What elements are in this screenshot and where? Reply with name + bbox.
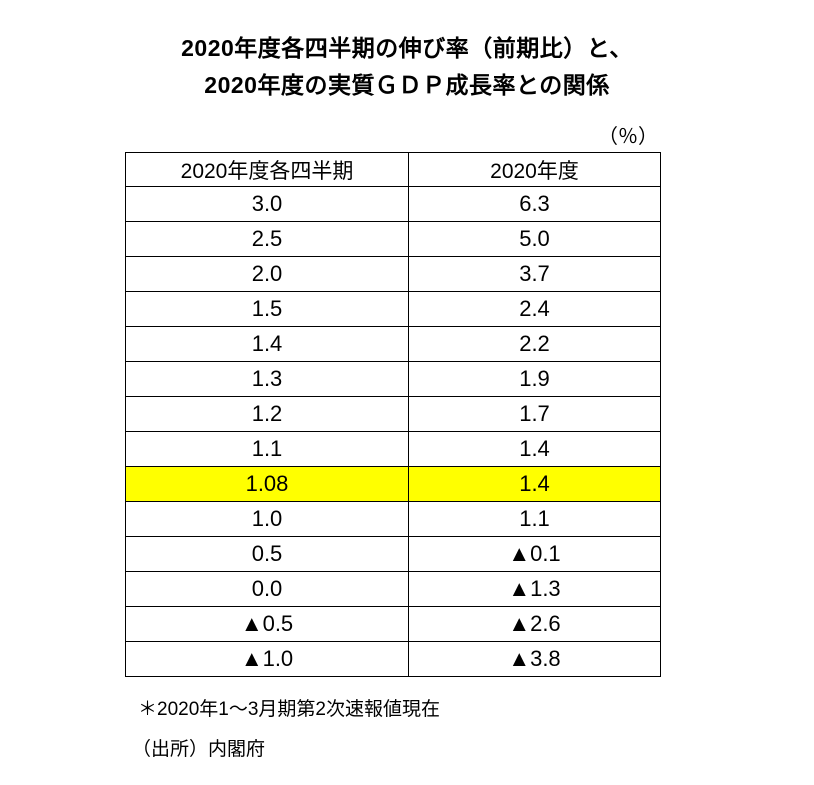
cell-annual: 6.3 bbox=[408, 186, 661, 222]
cell-annual: ▲1.3 bbox=[408, 571, 661, 607]
table-row: 2.5 5.0 bbox=[125, 221, 661, 257]
table-row-highlighted: 1.08 1.4 bbox=[125, 466, 661, 502]
cell-annual: ▲2.6 bbox=[408, 606, 661, 642]
page: 2020年度各四半期の伸び率（前期比）と、 2020年度の実質ＧＤＰ成長率との関… bbox=[0, 30, 814, 785]
header-row: 2020年度各四半期 2020年度 bbox=[125, 152, 661, 187]
table-header: 2020年度各四半期 2020年度 bbox=[125, 152, 661, 187]
table-row: 1.5 2.4 bbox=[125, 291, 661, 327]
cell-annual: 1.4 bbox=[408, 466, 661, 502]
cell-quarterly: 1.2 bbox=[125, 396, 409, 432]
cell-annual: ▲0.1 bbox=[408, 536, 661, 572]
cell-annual: 2.4 bbox=[408, 291, 661, 327]
cell-quarterly: 0.5 bbox=[125, 536, 409, 572]
cell-quarterly: 0.0 bbox=[125, 571, 409, 607]
cell-annual: 1.9 bbox=[408, 361, 661, 397]
cell-quarterly: 1.08 bbox=[125, 466, 409, 502]
table-row: ▲1.0 ▲3.8 bbox=[125, 641, 661, 677]
table-row: 0.5 ▲0.1 bbox=[125, 536, 661, 572]
cell-annual: 5.0 bbox=[408, 221, 661, 257]
table-row: 2.0 3.7 bbox=[125, 256, 661, 292]
cell-annual: 1.4 bbox=[408, 431, 661, 467]
cell-annual: ▲3.8 bbox=[408, 641, 661, 677]
cell-quarterly: 1.1 bbox=[125, 431, 409, 467]
column-header-quarterly: 2020年度各四半期 bbox=[125, 152, 409, 187]
cell-annual: 1.7 bbox=[408, 396, 661, 432]
footnote-source: （出所）内閣府 bbox=[132, 739, 266, 760]
cell-quarterly: 1.4 bbox=[125, 326, 409, 362]
cell-annual: 1.1 bbox=[408, 501, 661, 537]
table-row: 1.0 1.1 bbox=[125, 501, 661, 537]
table-row: 1.4 2.2 bbox=[125, 326, 661, 362]
table-row: 3.0 6.3 bbox=[125, 186, 661, 222]
cell-quarterly: 3.0 bbox=[125, 186, 409, 222]
title-line-2: 2020年度の実質ＧＤＰ成長率との関係 bbox=[204, 72, 610, 98]
table-row: 1.2 1.7 bbox=[125, 396, 661, 432]
column-header-annual: 2020年度 bbox=[408, 152, 661, 187]
cell-quarterly: 2.5 bbox=[125, 221, 409, 257]
cell-quarterly: 1.5 bbox=[125, 291, 409, 327]
cell-quarterly: 1.3 bbox=[125, 361, 409, 397]
footnote-note: ＊2020年1～3月期第2次速報値現在 bbox=[138, 699, 440, 720]
table-row: 1.3 1.9 bbox=[125, 361, 661, 397]
cell-quarterly: 1.0 bbox=[125, 501, 409, 537]
cell-annual: 2.2 bbox=[408, 326, 661, 362]
table-body: 3.0 6.3 2.5 5.0 2.0 3.7 1.5 2.4 1.4 2.2 1.3 1.9 1.2 1… bbox=[125, 186, 661, 677]
cell-annual: 3.7 bbox=[408, 256, 661, 292]
table-row: 0.0 ▲1.3 bbox=[125, 571, 661, 607]
title-line-1: 2020年度各四半期の伸び率（前期比）と、 bbox=[181, 35, 633, 61]
cell-quarterly: 2.0 bbox=[125, 256, 409, 292]
unit-label: （％） bbox=[598, 126, 658, 148]
gdp-growth-table: 2020年度各四半期 2020年度 3.0 6.3 2.5 5.0 2.0 3.7 1.5 2… bbox=[125, 152, 661, 677]
footnotes: ＊2020年1～3月期第2次速報値現在 （出所）内閣府 bbox=[132, 697, 814, 763]
table-row: 1.1 1.4 bbox=[125, 431, 661, 467]
table-area: （％） 2020年度各四半期 2020年度 3.0 6.3 2.5 5.0 2.0 3.7… bbox=[125, 120, 661, 677]
table-row: ▲0.5 ▲2.6 bbox=[125, 606, 661, 642]
page-title: 2020年度各四半期の伸び率（前期比）と、 2020年度の実質ＧＤＰ成長率との関… bbox=[0, 30, 814, 104]
cell-quarterly: ▲0.5 bbox=[125, 606, 409, 642]
cell-quarterly: ▲1.0 bbox=[125, 641, 409, 677]
